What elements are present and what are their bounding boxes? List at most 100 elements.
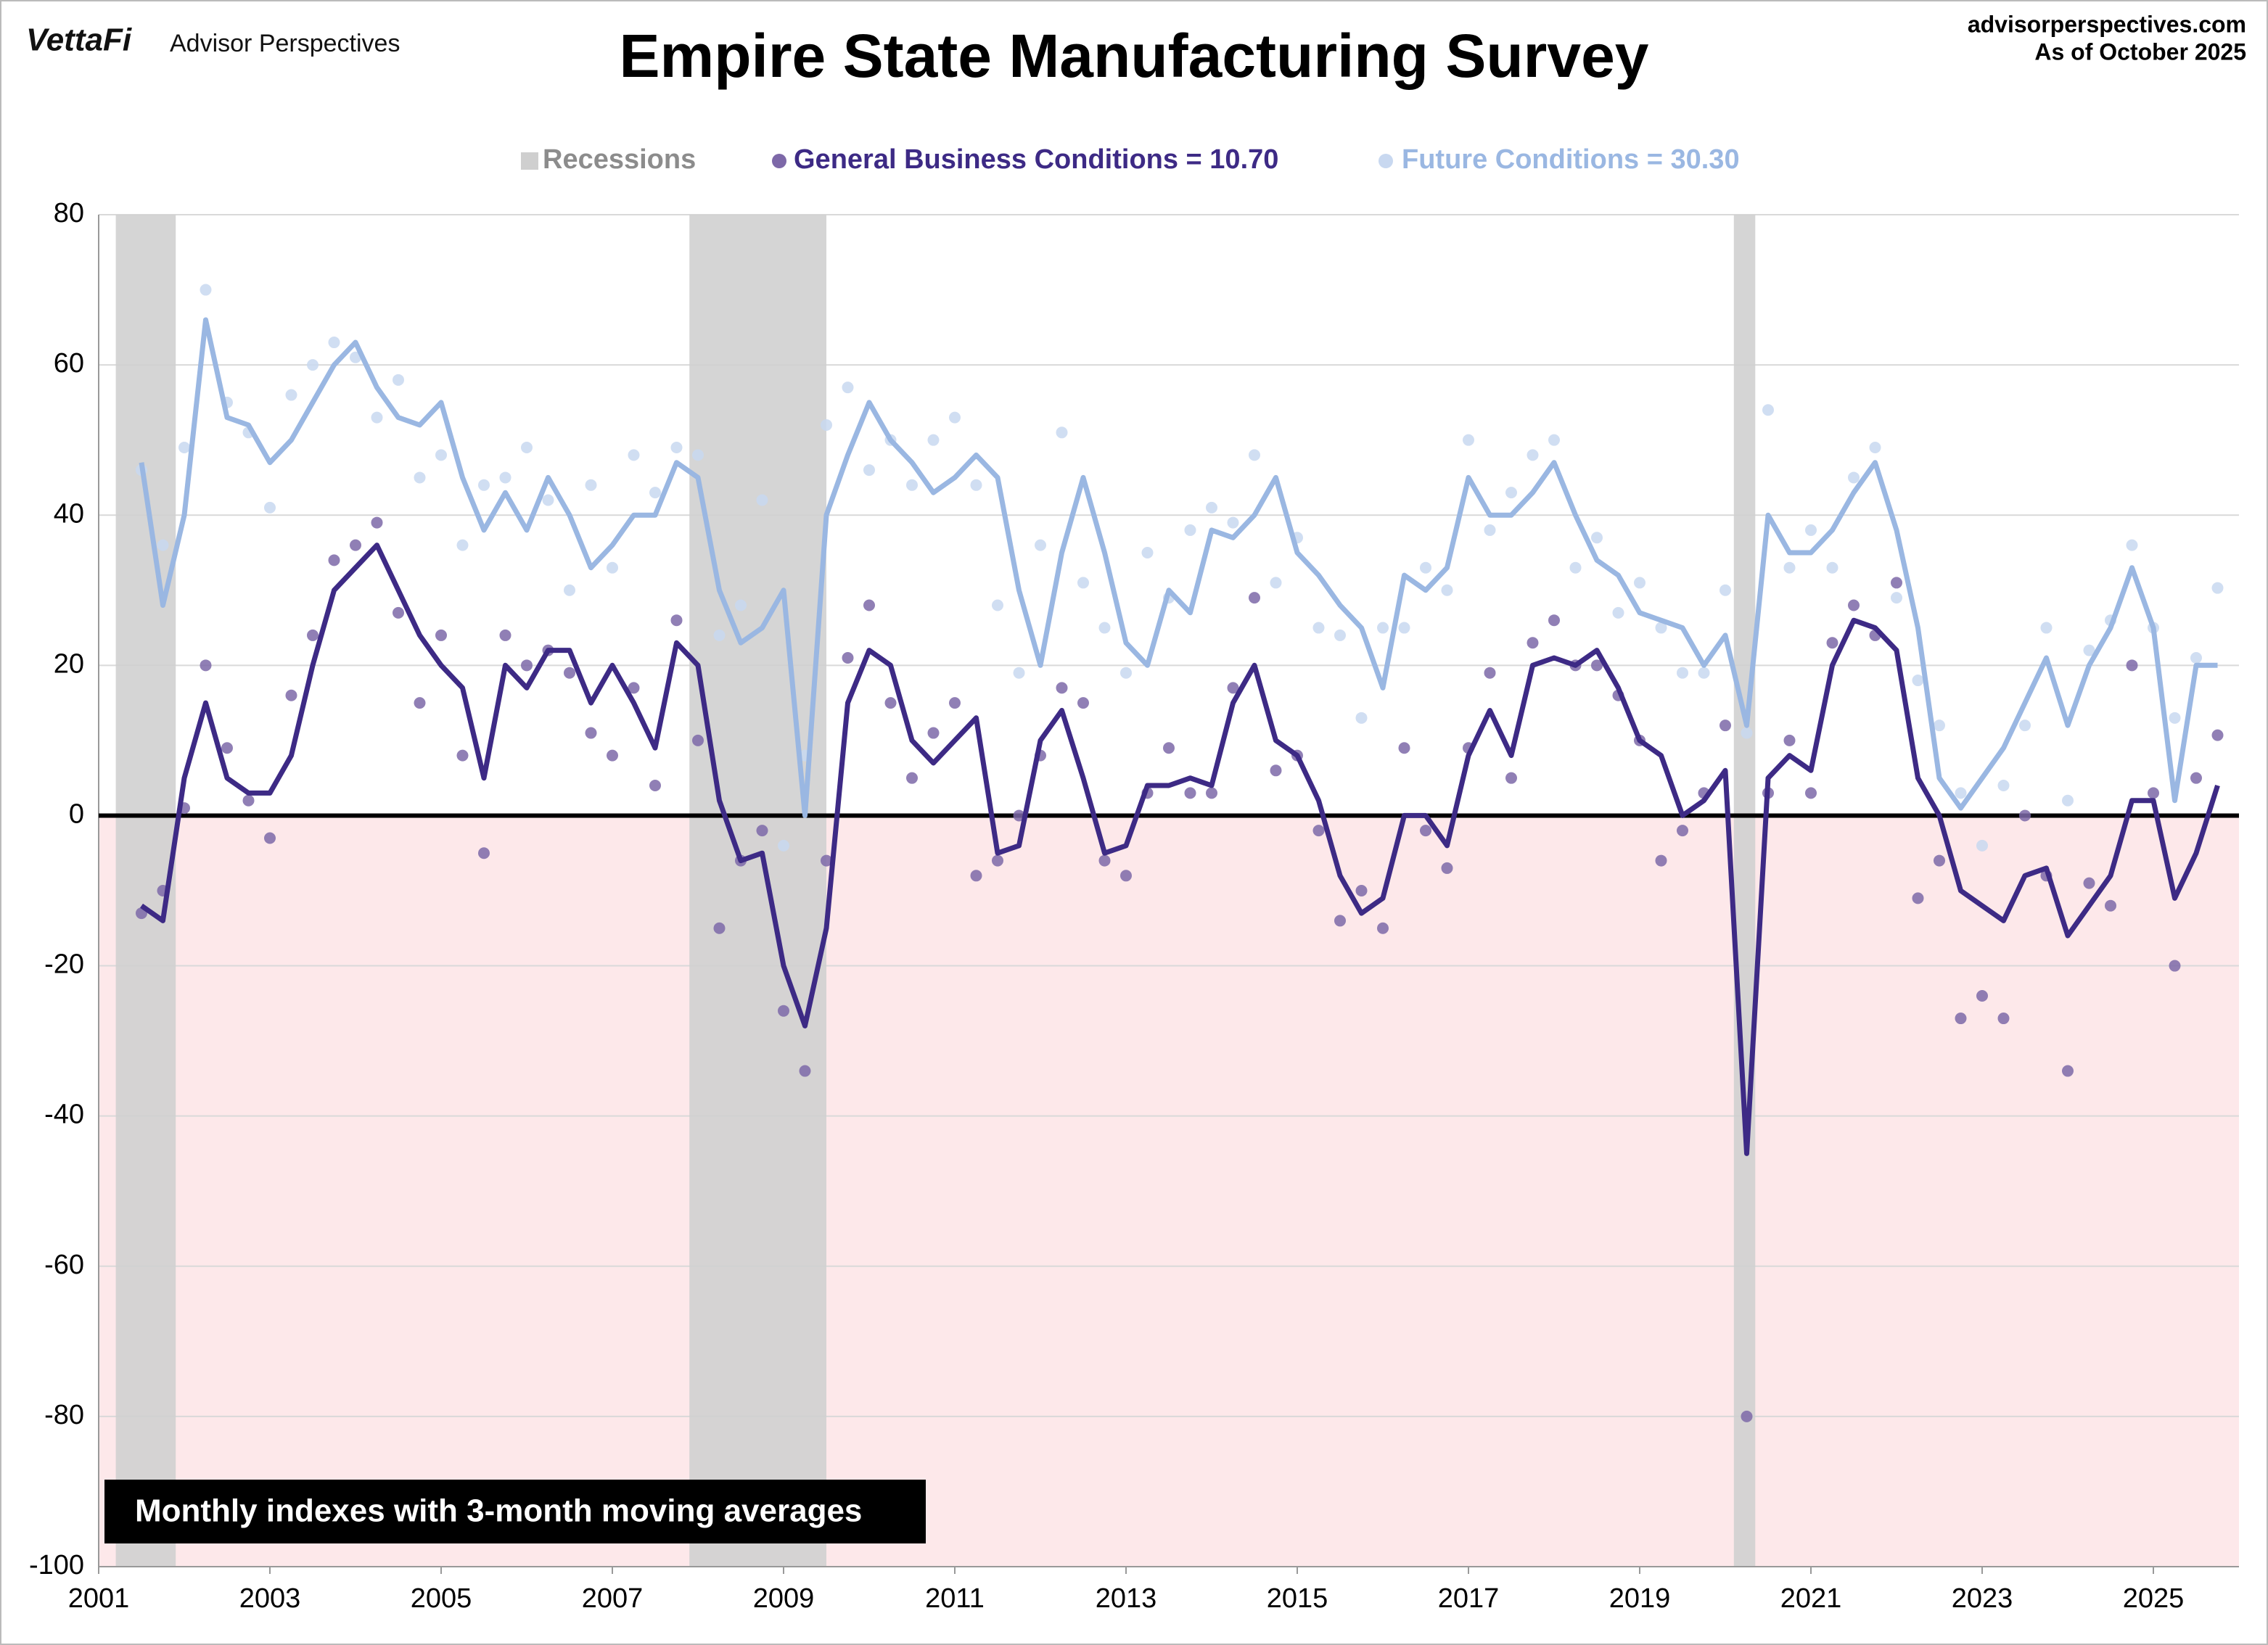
data-dot — [478, 479, 490, 491]
y-tick-label: -80 — [44, 1400, 84, 1430]
y-tick-label: -100 — [29, 1550, 84, 1580]
data-dot — [1441, 862, 1453, 874]
data-dot — [1805, 524, 1817, 536]
data-dot — [1848, 471, 1860, 484]
data-dot — [1741, 727, 1753, 739]
data-dot — [1098, 622, 1111, 634]
data-dot — [1955, 1013, 1967, 1025]
data-dot — [842, 382, 854, 394]
data-dot — [499, 629, 511, 641]
data-dot — [1955, 787, 1967, 799]
data-dot — [1355, 712, 1368, 724]
legend-swatch — [1379, 154, 1393, 168]
x-tick-label: 2017 — [1438, 1583, 1500, 1614]
data-dot — [1997, 780, 2010, 792]
data-dot — [1227, 516, 1239, 529]
data-dot — [906, 479, 918, 491]
data-dot — [1741, 1410, 1753, 1422]
data-dot — [692, 734, 704, 746]
data-dot — [607, 749, 618, 762]
data-dot — [1098, 854, 1111, 867]
data-dot — [970, 870, 982, 882]
data-dot — [863, 464, 875, 477]
data-dot — [2083, 877, 2095, 889]
legend-label: Recessions — [543, 144, 696, 175]
data-dot — [585, 727, 597, 739]
data-dot — [1677, 667, 1688, 679]
x-tick-label: 2001 — [68, 1583, 130, 1614]
y-tick-label: -60 — [44, 1250, 84, 1280]
data-dot — [1270, 577, 1282, 589]
data-dot — [2040, 622, 2053, 634]
y-tick-label: 20 — [54, 648, 84, 679]
data-dot — [607, 561, 618, 574]
x-tick-label: 2003 — [239, 1583, 301, 1614]
data-dot — [1312, 622, 1325, 634]
data-dot — [2019, 809, 2031, 822]
data-dot — [1505, 487, 1517, 499]
data-dot — [1184, 524, 1196, 536]
data-dot — [1420, 825, 1431, 837]
legend-label: General Business Conditions = 10.70 — [794, 144, 1278, 175]
data-dot — [521, 659, 533, 672]
legend-swatch — [521, 152, 538, 170]
data-dot — [1249, 449, 1260, 461]
data-dot — [992, 854, 1003, 867]
data-dot — [456, 539, 469, 551]
data-dot — [328, 337, 340, 349]
data-dot — [2190, 772, 2202, 784]
data-dot — [863, 599, 875, 611]
data-dot — [1334, 915, 1346, 927]
data-dot — [1912, 675, 1924, 687]
data-dot — [371, 411, 383, 424]
x-tick-label: 2009 — [753, 1583, 815, 1614]
data-dot — [1997, 1013, 2010, 1025]
data-dot — [157, 539, 169, 551]
data-dot — [1013, 667, 1025, 679]
data-dot — [970, 479, 982, 491]
data-dot — [1527, 637, 1539, 649]
data-dot — [414, 471, 426, 484]
data-dot — [713, 629, 726, 641]
data-dot — [221, 742, 233, 754]
data-dot — [1441, 584, 1453, 596]
data-dot — [1826, 561, 1838, 574]
data-dot — [906, 772, 918, 784]
data-dot — [285, 689, 297, 701]
x-tick-label: 2011 — [925, 1583, 985, 1614]
data-dot — [1013, 809, 1025, 822]
data-dot — [1548, 434, 1560, 446]
data-dot — [1720, 584, 1731, 596]
data-dot — [285, 389, 297, 401]
x-tick-label: 2007 — [582, 1583, 644, 1614]
source: advisorperspectives.com — [1968, 11, 2246, 37]
data-dot — [200, 284, 212, 296]
chart-title: Empire State Manufacturing Survey — [619, 22, 1648, 90]
data-dot — [1826, 637, 1838, 649]
recession-band — [1733, 215, 1756, 1567]
data-dot — [435, 449, 447, 461]
data-dot — [414, 697, 426, 709]
recession-band — [689, 215, 826, 1567]
data-dot — [628, 682, 640, 694]
data-dot — [1591, 659, 1603, 672]
legend-label: Future Conditions = 30.30 — [1402, 144, 1740, 175]
data-dot — [564, 584, 575, 596]
data-dot — [1120, 870, 1132, 882]
data-dot — [1077, 697, 1089, 709]
data-dot — [2062, 794, 2074, 807]
data-dot — [1312, 825, 1325, 837]
data-dot — [1720, 720, 1731, 732]
x-tick-label: 2025 — [2123, 1583, 2185, 1614]
x-tick-label: 2013 — [1096, 1583, 1157, 1614]
data-dot — [1227, 682, 1239, 694]
data-dot — [1762, 404, 1774, 416]
data-dot — [1848, 599, 1860, 611]
logo: VettaFi — [26, 22, 132, 58]
data-dot — [1612, 606, 1624, 619]
data-dot — [350, 351, 361, 363]
data-dot — [2169, 960, 2181, 972]
data-dot — [178, 442, 190, 454]
y-tick-label: -40 — [44, 1100, 84, 1130]
